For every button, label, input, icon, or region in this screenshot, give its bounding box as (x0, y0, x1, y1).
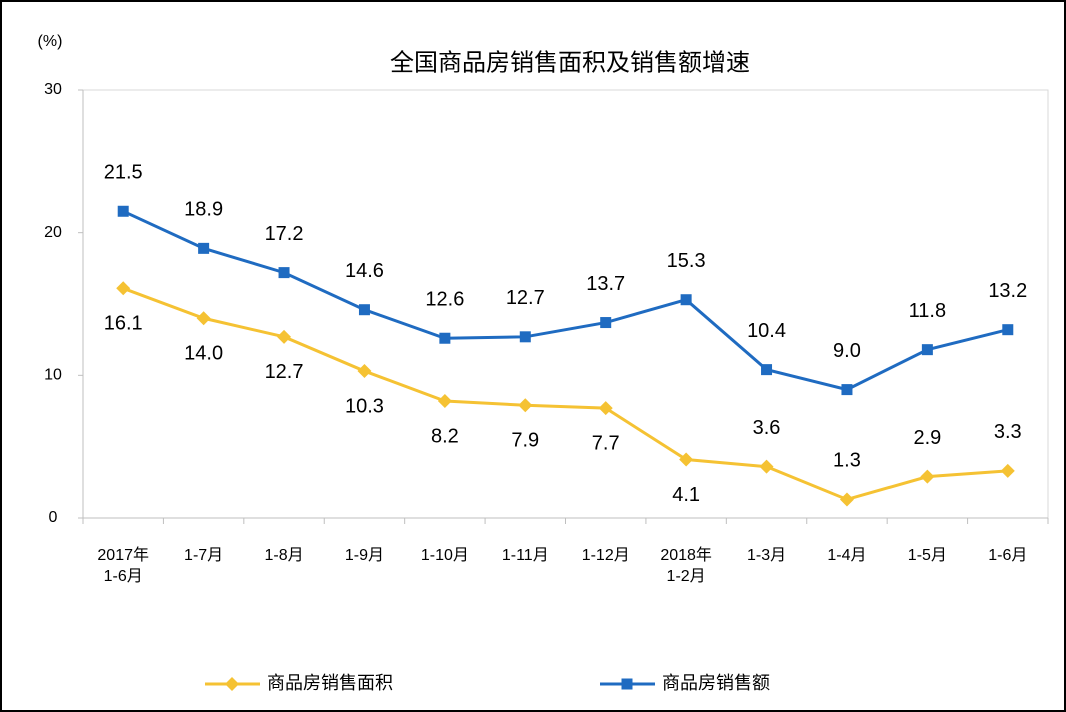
data-label: 4.1 (672, 484, 700, 506)
data-label: 21.5 (104, 162, 143, 184)
marker (116, 281, 131, 296)
chart-title: 全国商品房销售面积及销售额增速 (390, 49, 750, 76)
marker (679, 452, 694, 467)
marker (761, 364, 773, 376)
data-label: 13.7 (586, 273, 625, 295)
x-tick-label: 1-12月 (582, 547, 630, 564)
marker (278, 267, 290, 279)
x-tick-label: 1-5月 (908, 547, 947, 564)
legend-marker (225, 677, 239, 691)
marker (518, 398, 533, 413)
x-tick-label: 1-6月 (988, 547, 1027, 564)
marker (357, 364, 372, 379)
data-label: 14.0 (184, 343, 223, 365)
x-tick-label: 1-3月 (747, 547, 786, 564)
data-label: 15.3 (667, 250, 706, 272)
data-label: 3.6 (753, 417, 781, 439)
y-tick-label: 0 (49, 509, 58, 526)
data-label: 7.7 (592, 432, 620, 454)
data-label: 18.9 (184, 199, 223, 221)
x-tick-label: 1-11月 (502, 547, 549, 564)
marker (1002, 324, 1014, 336)
marker (358, 304, 370, 316)
data-label: 10.4 (747, 320, 786, 342)
marker (277, 329, 292, 344)
data-label: 17.2 (265, 223, 304, 245)
x-tick-label: 1-10月 (421, 547, 469, 564)
data-label: 9.0 (833, 340, 861, 362)
x-tick-label: 1-4月 (827, 547, 866, 564)
marker (600, 317, 612, 329)
y-tick-label: 10 (44, 367, 62, 384)
marker (519, 331, 531, 343)
y-axis-unit: (%) (38, 33, 63, 50)
marker (598, 401, 613, 416)
data-label: 1.3 (833, 450, 861, 472)
x-tick-label: 1-7月 (184, 547, 223, 564)
marker (1000, 463, 1015, 478)
marker (198, 242, 210, 254)
marker (841, 384, 853, 396)
data-label: 12.6 (425, 289, 464, 311)
data-label: 8.2 (431, 425, 459, 447)
y-tick-label: 20 (44, 224, 62, 241)
x-tick-label: 2018年 1-2月 (660, 546, 712, 585)
x-tick-label: 1-9月 (345, 547, 384, 564)
data-label: 16.1 (104, 313, 143, 335)
marker (921, 344, 933, 356)
legend-label: 商品房销售额 (662, 673, 770, 693)
legend-label: 商品房销售面积 (267, 673, 393, 693)
data-label: 12.7 (506, 287, 545, 309)
data-label: 2.9 (913, 427, 941, 449)
marker (839, 492, 854, 507)
data-label: 12.7 (265, 361, 304, 383)
data-label: 11.8 (909, 300, 946, 322)
marker (920, 469, 935, 484)
x-tick-label: 2017年 1-6月 (97, 546, 149, 585)
marker (117, 205, 129, 217)
marker (759, 459, 774, 474)
marker (196, 311, 211, 326)
data-label: 3.3 (994, 421, 1022, 443)
y-tick-label: 30 (44, 81, 62, 98)
data-label: 7.9 (511, 430, 539, 452)
data-label: 13.2 (988, 280, 1027, 302)
x-tick-label: 1-8月 (264, 547, 303, 564)
legend-marker (621, 678, 633, 690)
data-label: 14.6 (345, 260, 384, 282)
series-line (122, 286, 1008, 502)
series-line (122, 209, 1009, 392)
data-label: 10.3 (345, 395, 384, 417)
marker (439, 332, 451, 344)
marker (680, 294, 692, 306)
marker (437, 394, 452, 409)
